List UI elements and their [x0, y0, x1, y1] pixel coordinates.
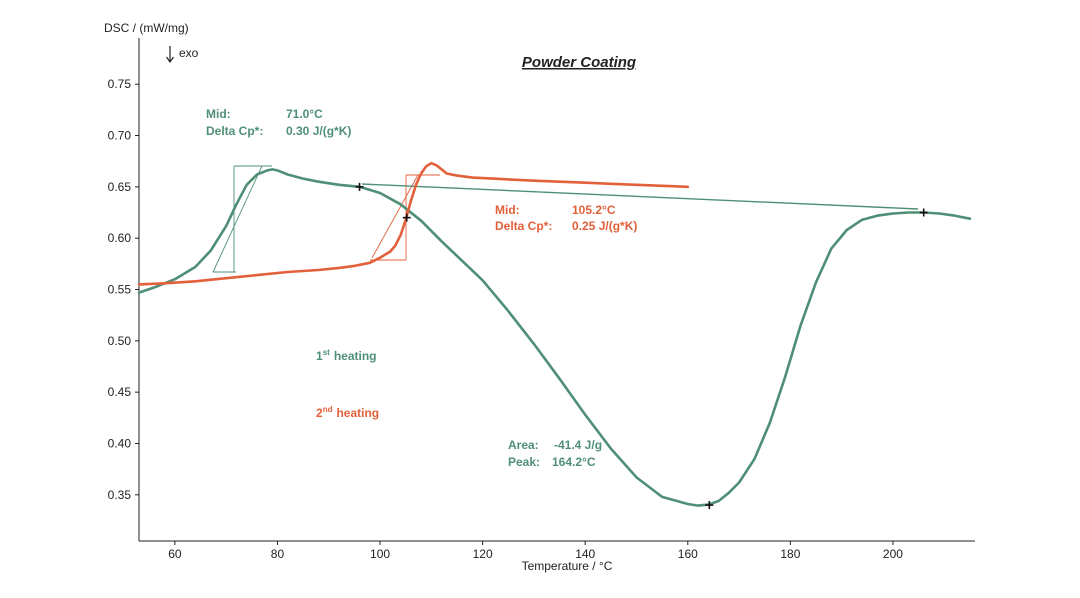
annotation-peak: Area: -41.4 J/g Peak: 164.2°C [508, 438, 602, 469]
step1-inflection-tangent [213, 166, 262, 272]
exo-label: exo [179, 46, 199, 60]
cp2-label: Delta Cp*: [495, 219, 552, 233]
cp1-value: 0.30 J/(g*K) [286, 124, 351, 138]
mid2-value: 105.2°C [572, 203, 616, 217]
exo-indicator: exo [167, 46, 199, 62]
legend1-word: heating [334, 349, 377, 363]
evaluation-marker [403, 214, 411, 222]
cp2-value: 0.25 J/(g*K) [572, 219, 637, 233]
mid1-value: 71.0°C [286, 107, 323, 121]
evaluation-marker [920, 209, 928, 217]
x-tick-label: 80 [271, 547, 285, 561]
y-tick-label: 0.55 [108, 283, 132, 297]
baseline-1st-heating [362, 184, 918, 209]
peak-label: Peak: [508, 455, 540, 469]
mid1-label: Mid: [206, 107, 231, 121]
y-axis-title: DSC / (mW/mg) [104, 21, 189, 35]
y-tick-label: 0.35 [108, 488, 132, 502]
x-tick-label: 120 [473, 547, 493, 561]
legend2-sup: nd [323, 405, 333, 414]
x-tick-label: 200 [883, 547, 903, 561]
y-tick-label: 0.45 [108, 385, 132, 399]
chart-title: Powder Coating [522, 54, 636, 71]
cp1-label: Delta Cp*: [206, 124, 263, 138]
legend1-sup: st [323, 348, 330, 357]
area-value: -41.4 J/g [554, 438, 602, 452]
annotation-step2: Mid: 105.2°C Delta Cp*: 0.25 J/(g*K) [495, 203, 637, 233]
legend2-word: heating [336, 406, 379, 420]
y-tick-label: 0.40 [108, 436, 132, 450]
x-axis-title: Temperature / °C [522, 559, 613, 573]
y-tick-label: 0.65 [108, 180, 132, 194]
y-ticks: 0.75 0.70 0.65 0.60 0.55 0.50 0.45 0.40 0.35 [108, 77, 139, 502]
y-tick-label: 0.70 [108, 129, 132, 143]
x-tick-label: 60 [168, 547, 182, 561]
marker-layer [356, 183, 928, 509]
mid2-label: Mid: [495, 203, 520, 217]
x-tick-label: 180 [780, 547, 800, 561]
annotation-step1: Mid: 71.0°C Delta Cp*: 0.30 J/(g*K) [206, 107, 351, 138]
y-tick-label: 0.75 [108, 77, 132, 91]
y-tick-label: 0.60 [108, 231, 132, 245]
x-tick-label: 100 [370, 547, 390, 561]
peak-value: 164.2°C [552, 455, 596, 469]
area-label: Area: [508, 438, 539, 452]
y-tick-label: 0.50 [108, 334, 132, 348]
x-tick-label: 160 [678, 547, 698, 561]
